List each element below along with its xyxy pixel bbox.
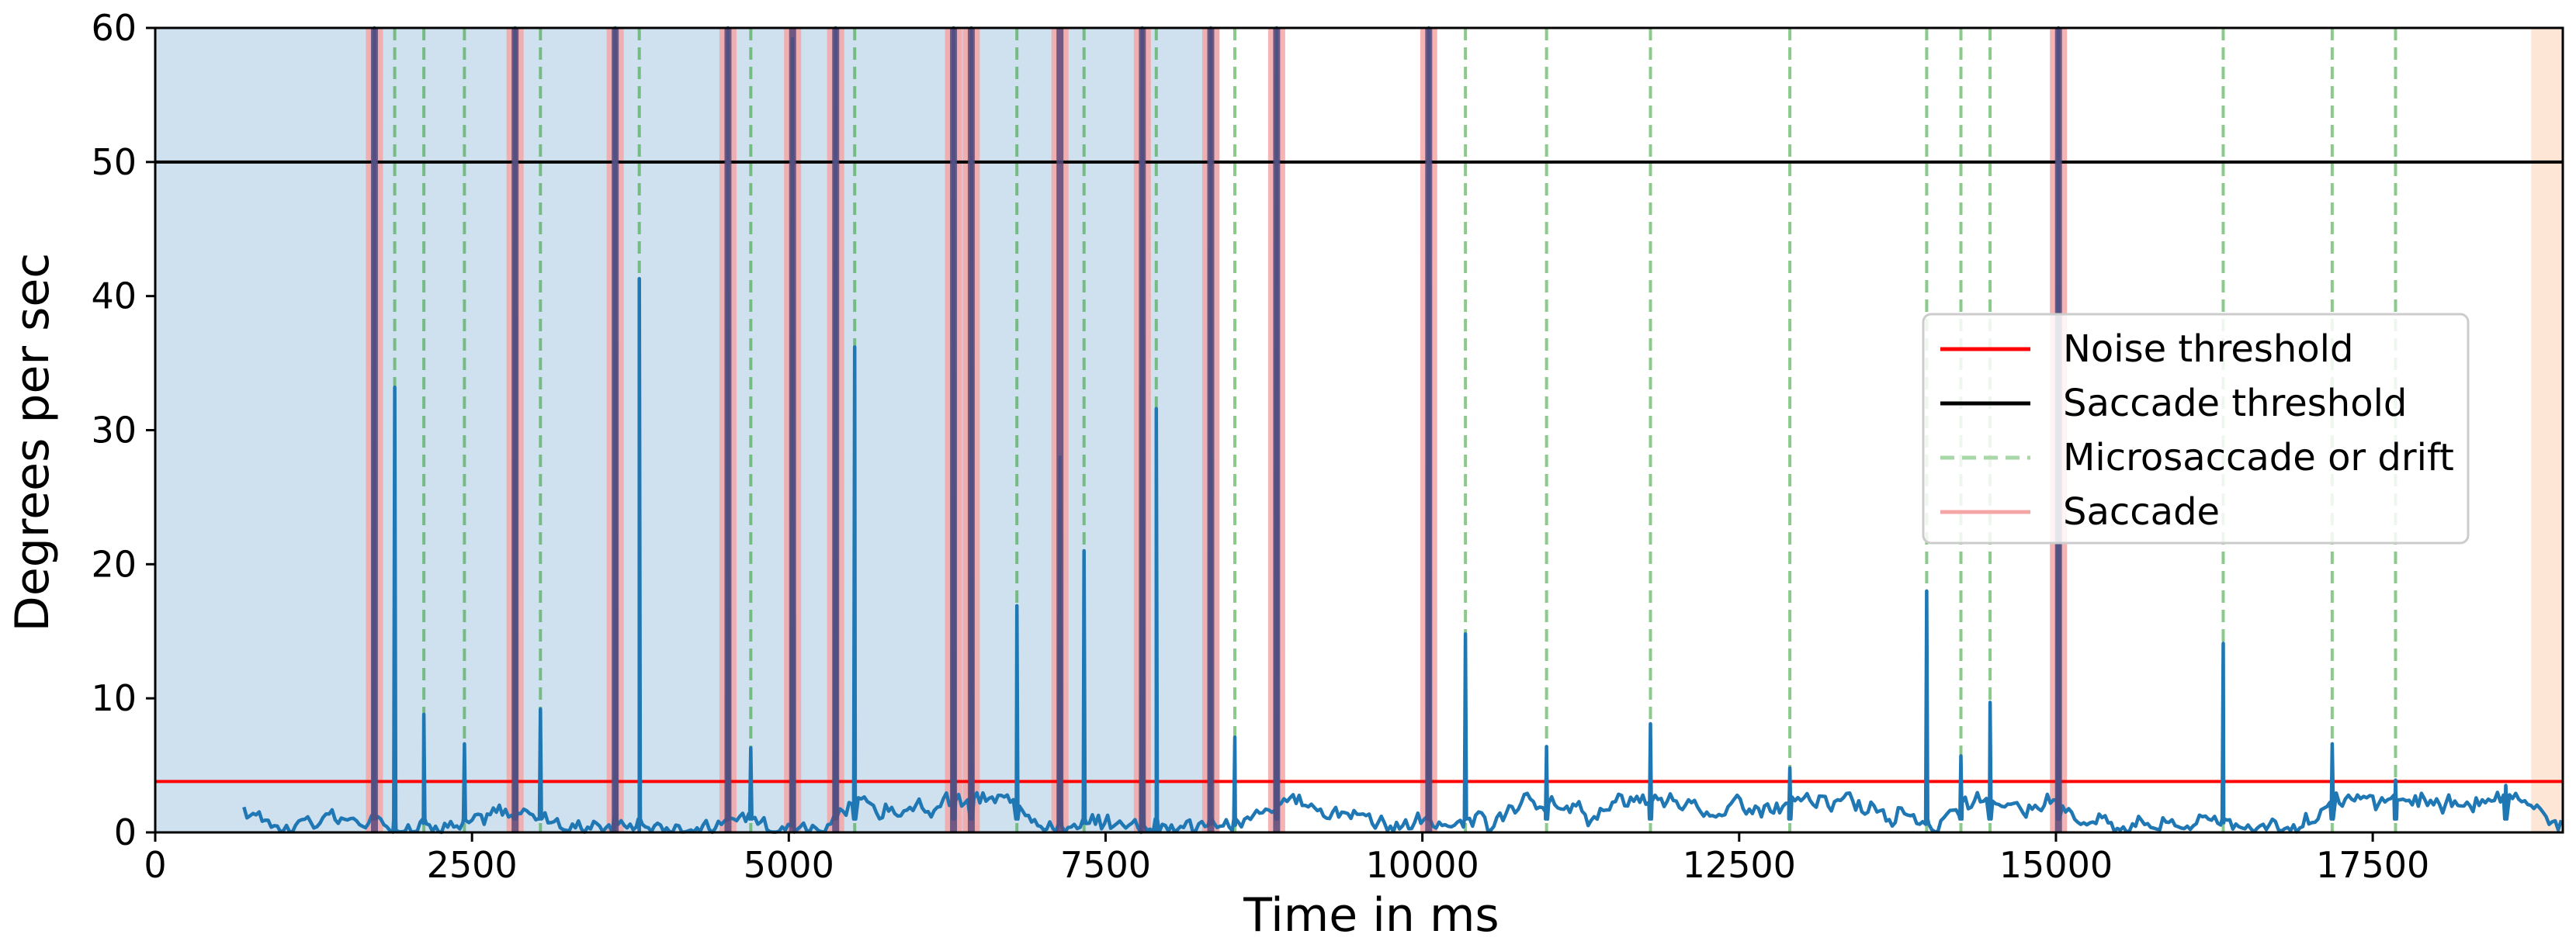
tick-labels: 0 2500 5000 7500 10000 12500 15000 17500 0 10 20 30… <box>91 7 2429 886</box>
velocity-line <box>242 26 2564 835</box>
y-tick-label-3: 30 <box>91 410 137 451</box>
legend-label-1: Saccade threshold <box>2063 382 2407 425</box>
y-tick-label-1: 10 <box>91 677 137 719</box>
y-tick-label-5: 50 <box>91 141 137 183</box>
x-tick-label-0: 0 <box>144 844 166 886</box>
x-tick-label-1: 2500 <box>427 844 518 886</box>
x-tick-label-7: 17500 <box>2316 844 2429 886</box>
x-tick-label-6: 15000 <box>1999 844 2113 886</box>
y-axis-label: Degrees per sec <box>5 253 60 632</box>
x-tick-label-4: 10000 <box>1365 844 1479 886</box>
saccade-bands <box>366 28 2068 832</box>
axes <box>146 26 2564 842</box>
legend-label-2: Microsaccade or drift <box>2063 436 2454 479</box>
legend-label-0: Noise threshold <box>2063 327 2353 371</box>
shaded-region-1 <box>2531 28 2563 832</box>
velocity-series <box>242 26 2564 835</box>
y-tick-label-4: 40 <box>91 275 137 317</box>
legend-label-3: Saccade <box>2063 490 2220 534</box>
legend-box <box>1922 313 2470 545</box>
y-tick-label-6: 60 <box>91 7 137 49</box>
x-tick-label-5: 12500 <box>1683 844 1796 886</box>
x-tick-label-3: 7500 <box>1060 844 1151 886</box>
legend: Noise threshold Saccade threshold Microsac… <box>1922 313 2470 545</box>
x-axis-label: Time in ms <box>1243 888 1499 941</box>
threshold-lines <box>155 160 2563 784</box>
y-tick-label-2: 20 <box>91 543 137 585</box>
y-tick-label-0: 0 <box>114 811 137 853</box>
x-tick-label-2: 5000 <box>744 844 834 886</box>
